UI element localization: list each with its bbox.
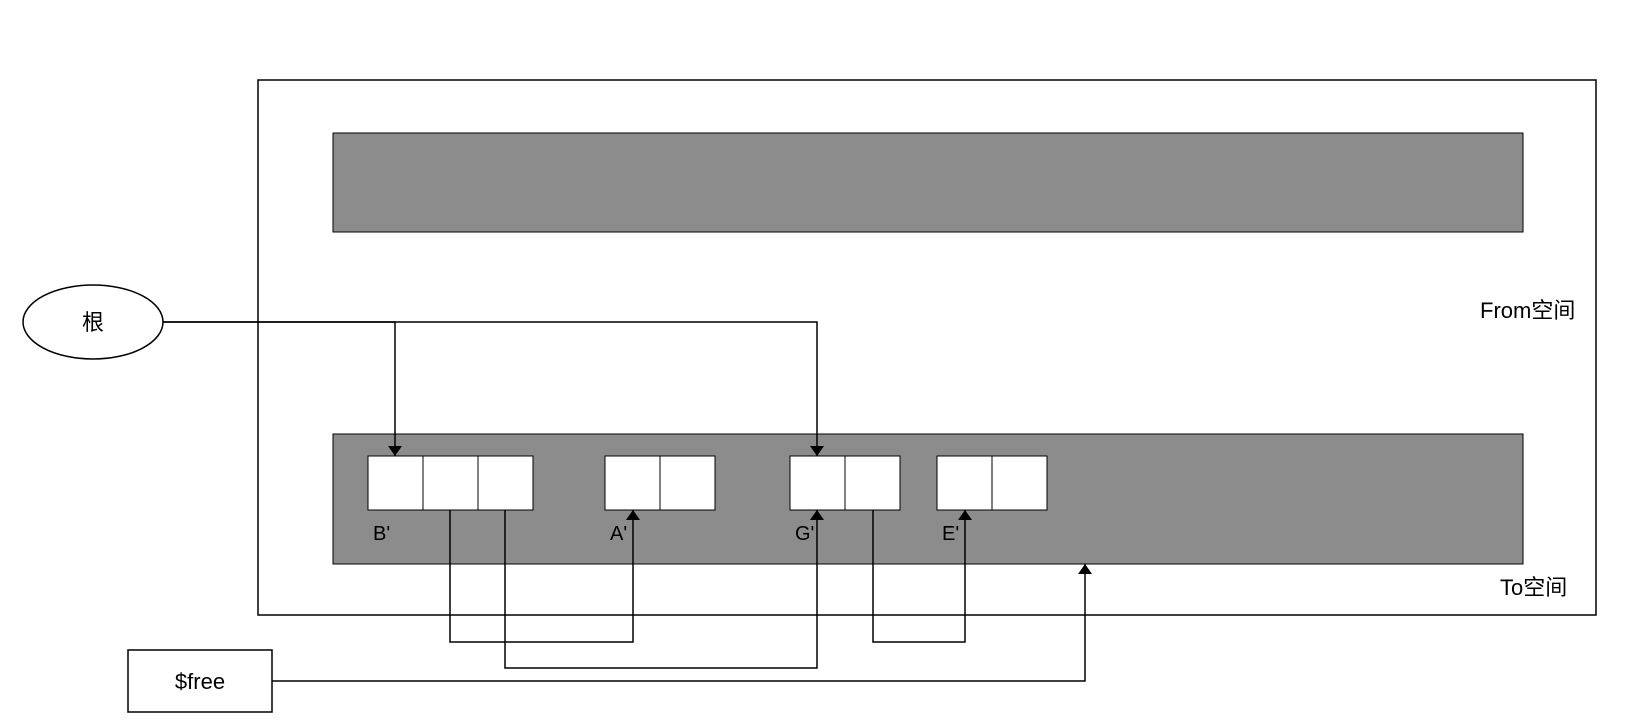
object-A-cell — [660, 456, 715, 510]
object-B-cell — [368, 456, 423, 510]
object-A-cell — [605, 456, 660, 510]
object-G-cell — [790, 456, 845, 510]
object-E-cell — [937, 456, 992, 510]
object-B-cell — [423, 456, 478, 510]
from-space-label: From空间 — [1480, 298, 1575, 323]
object-E-cell — [992, 456, 1047, 510]
object-A-label: A' — [610, 523, 627, 545]
edge-free-to-to — [272, 564, 1085, 681]
root-label: 根 — [82, 310, 104, 335]
from-space-bar — [333, 133, 1523, 232]
to-space-label: To空间 — [1500, 575, 1567, 600]
object-G-label: G' — [795, 523, 814, 545]
object-E-label: E' — [942, 523, 959, 545]
object-G-cell — [845, 456, 900, 510]
object-B-cell — [478, 456, 533, 510]
free-pointer-label: $free — [175, 669, 225, 694]
object-B-label: B' — [373, 523, 390, 545]
